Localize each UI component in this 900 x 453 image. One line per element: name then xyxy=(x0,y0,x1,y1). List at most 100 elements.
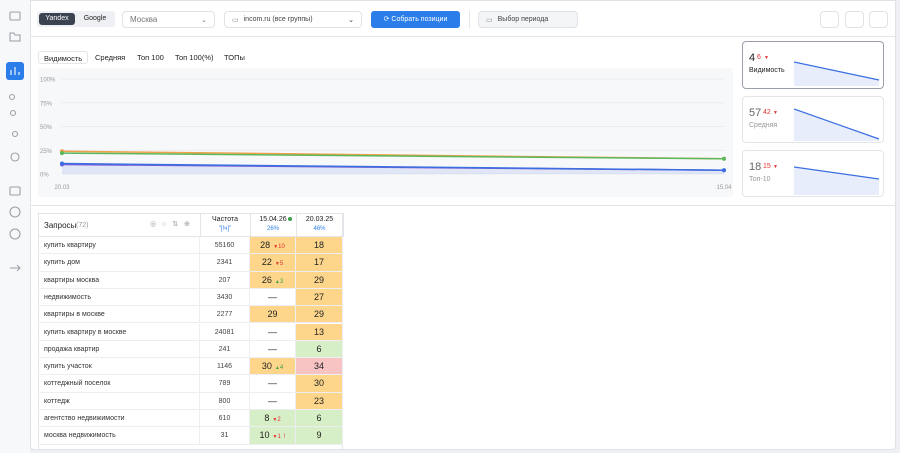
freq-cell: 2277 xyxy=(200,306,250,324)
icon-settings[interactable] xyxy=(10,152,20,162)
share-button[interactable] xyxy=(845,11,864,28)
delta-value: 3 xyxy=(279,278,284,285)
position-value: 9 xyxy=(316,430,322,441)
engine-google[interactable]: Google xyxy=(83,15,107,22)
period-select[interactable]: ▭ Выбор периода xyxy=(478,11,578,28)
delta-arrow: ▲ xyxy=(274,278,280,285)
query-cell[interactable]: купить квартиру xyxy=(38,237,200,255)
position-delta: ▲3 xyxy=(275,279,283,285)
position-delta: ▲4 xyxy=(275,365,283,371)
delta-arrow: ▼ xyxy=(272,417,278,423)
icon-key[interactable] xyxy=(8,93,16,101)
metric-card[interactable]: 57 42 Средняя ▼ xyxy=(742,96,884,143)
y-tick-label: 0% xyxy=(40,173,49,179)
chart-button[interactable] xyxy=(820,11,839,28)
icon-folder[interactable] xyxy=(9,32,21,42)
icon-help[interactable] xyxy=(9,228,21,240)
y-tick-label: 25% xyxy=(40,149,53,155)
tab[interactable]: Топ 100 xyxy=(137,53,164,62)
section-divider xyxy=(30,205,896,206)
position-value: 28 xyxy=(260,240,271,250)
position-cell: 28 ▼10 xyxy=(250,237,296,255)
position-cell: 26 ▲3 xyxy=(250,271,296,289)
icon-briefcase[interactable] xyxy=(9,11,21,21)
delta-arrow: ▼ xyxy=(274,261,280,268)
column-border xyxy=(296,213,297,237)
position-delta: ▼2 xyxy=(272,417,280,423)
query-cell[interactable]: квартиры москва xyxy=(38,271,200,289)
tab[interactable]: Видимость xyxy=(38,51,89,64)
position-value: — xyxy=(268,378,277,389)
position-value: 30 xyxy=(313,378,324,389)
region-select[interactable]: Москва ⌄ xyxy=(122,11,215,28)
freq-cell: 1146 xyxy=(200,358,250,376)
query-cell[interactable]: купить дом xyxy=(38,254,200,272)
refresh-icon: ⟳ xyxy=(383,16,392,23)
date-share: 46% xyxy=(313,226,326,232)
x-tick-label: 20.03 xyxy=(54,185,70,191)
sparkline xyxy=(794,166,880,195)
tab[interactable]: Средняя xyxy=(95,53,126,62)
icon-expand[interactable] xyxy=(10,264,21,272)
query-cell[interactable]: недвижимость xyxy=(38,288,200,307)
icon-group[interactable] xyxy=(11,130,19,138)
query-cell[interactable]: коттедж xyxy=(38,392,200,410)
position-value: 27 xyxy=(313,291,324,302)
position-cell: 30 xyxy=(296,375,343,393)
column-border xyxy=(250,213,251,237)
period-text: Выбор периода xyxy=(497,16,549,23)
status-dot xyxy=(288,217,292,221)
trend-arrow: ▼ xyxy=(764,55,769,61)
flag: ! xyxy=(283,434,286,441)
freq-cell: 55160 xyxy=(200,237,250,255)
toolbar-divider xyxy=(30,36,896,37)
icon-users[interactable] xyxy=(9,109,17,117)
trend-arrow: ▼ xyxy=(773,164,778,170)
position-delta: ▼10 xyxy=(273,244,285,250)
icon-wallet[interactable] xyxy=(9,186,21,196)
query-cell[interactable]: квартиры в москве xyxy=(38,306,200,324)
query-cell[interactable]: агентство недвижимости xyxy=(38,410,200,428)
engine-yandex[interactable]: Yandex xyxy=(39,13,75,25)
point xyxy=(60,161,64,166)
delta-value: 5 xyxy=(279,261,284,268)
tab[interactable]: ТОПы xyxy=(224,53,245,62)
spark-area xyxy=(794,167,879,195)
delta-arrow: ▼ xyxy=(273,244,279,250)
spark-line xyxy=(794,166,880,180)
query-cell[interactable]: купить квартиру в москве xyxy=(38,323,200,341)
icon-chart xyxy=(10,67,20,75)
metric-delta: 42 xyxy=(763,109,771,116)
chart-bg xyxy=(38,68,733,197)
position-cell: 10 ▼1! xyxy=(250,427,296,445)
query-cell[interactable]: москва недвижимость xyxy=(38,427,200,445)
position-cell: — xyxy=(250,375,296,393)
freq-cell: 241 xyxy=(200,340,250,359)
position-cell: 6 xyxy=(296,340,343,359)
point xyxy=(722,168,726,173)
metric-value: 57 xyxy=(749,107,762,119)
position-value: 29 xyxy=(267,309,278,320)
project-select[interactable]: ▭ incom.ru (все группы) ⌄ xyxy=(224,11,362,28)
collect-button[interactable]: ⟳ Собрать позиции xyxy=(371,11,460,28)
metric-value: 18 xyxy=(749,161,762,173)
metric-card[interactable]: 18 15 Топ-10 ▼ xyxy=(742,150,884,197)
line xyxy=(61,162,725,171)
query-cell[interactable]: коттеджный поселок xyxy=(38,375,200,393)
position-value: 23 xyxy=(313,395,324,406)
export-button[interactable] xyxy=(869,11,888,28)
trend-arrow: ▼ xyxy=(773,110,778,116)
position-value: 8 xyxy=(264,413,270,423)
position-value: 18 xyxy=(313,240,324,250)
tab[interactable]: Топ 100(%) xyxy=(175,53,214,62)
metric-value: 4 xyxy=(749,52,756,64)
position-cell: 27 xyxy=(296,288,343,307)
header-icons: ◎ ○ ⇅ ⊕ xyxy=(150,221,192,228)
spark-line xyxy=(794,108,880,140)
freq-cell: 24081 xyxy=(200,323,250,341)
query-cell[interactable]: купить участок xyxy=(38,358,200,376)
query-cell[interactable]: продажа квартир xyxy=(38,340,200,359)
position-cell: 22 ▼5 xyxy=(250,254,296,272)
icon-profile[interactable] xyxy=(9,206,21,218)
metric-card[interactable]: 4 6 Видимость ▼ xyxy=(742,41,884,89)
